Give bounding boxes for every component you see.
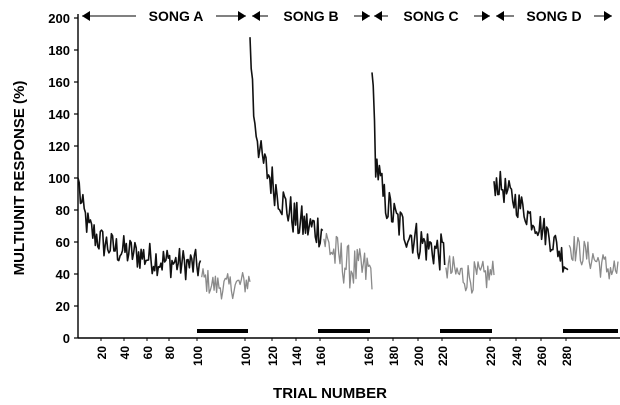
left-arrowhead-icon xyxy=(496,11,504,21)
y-tick-label: 140 xyxy=(48,107,70,122)
y-tick-label: 160 xyxy=(48,75,70,90)
y-axis-title: MULTIUNIT RESPONSE (%) xyxy=(11,81,28,276)
series-line-song-a-probe xyxy=(201,268,251,300)
x-tick-label: 140 xyxy=(290,346,304,366)
y-tick-label: 100 xyxy=(48,171,70,186)
x-tick-label: 200 xyxy=(412,346,426,366)
y-tick-label: 40 xyxy=(56,267,70,282)
series-line-song-c-probe xyxy=(445,255,495,294)
x-tick-label: 60 xyxy=(141,346,155,360)
x-tick-label: 100 xyxy=(191,346,205,366)
song-label: SONG A xyxy=(149,8,204,24)
x-tick-label: 240 xyxy=(510,346,524,366)
right-arrowhead-icon xyxy=(604,11,612,21)
x-tick-label: 120 xyxy=(266,346,280,366)
x-tick-label: 160 xyxy=(314,346,328,366)
y-tick-label: 60 xyxy=(56,235,70,250)
series-line-song-c-habituation xyxy=(371,72,446,271)
y-tick-label: 80 xyxy=(56,203,70,218)
x-tick-label: 220 xyxy=(436,346,450,366)
y-tick-label: 200 xyxy=(48,11,70,26)
x-tick-label: 280 xyxy=(560,346,574,366)
x-tick-label: 20 xyxy=(95,346,109,360)
right-arrowhead-icon xyxy=(482,11,490,21)
x-tick-label: 80 xyxy=(163,346,177,360)
left-arrowhead-icon xyxy=(82,11,90,21)
x-tick-label: 160 xyxy=(362,346,376,366)
right-arrowhead-icon xyxy=(362,11,370,21)
x-tick-label: 260 xyxy=(535,346,549,366)
series-line-song-b-habituation xyxy=(249,37,324,248)
x-axis-title: TRIAL NUMBER xyxy=(273,385,387,402)
left-arrowhead-icon xyxy=(252,11,260,21)
song-label: SONG B xyxy=(283,8,338,24)
right-arrowhead-icon xyxy=(238,11,246,21)
y-tick-label: 120 xyxy=(48,139,70,154)
x-tick-label: 220 xyxy=(484,346,498,366)
song-label: SONG D xyxy=(526,8,581,24)
series-line-song-a-habituation xyxy=(77,177,202,281)
y-tick-label: 0 xyxy=(63,331,70,346)
series-line-song-d-habituation xyxy=(493,170,569,273)
song-label: SONG C xyxy=(403,8,458,24)
series-line-song-d-probe xyxy=(568,235,619,280)
left-arrowhead-icon xyxy=(374,11,382,21)
y-tick-label: 20 xyxy=(56,299,70,314)
series-line-song-b-probe xyxy=(323,232,373,290)
x-tick-label: 40 xyxy=(118,346,132,360)
x-tick-label: 180 xyxy=(387,346,401,366)
y-tick-label: 180 xyxy=(48,43,70,58)
x-tick-label: 100 xyxy=(239,346,253,366)
